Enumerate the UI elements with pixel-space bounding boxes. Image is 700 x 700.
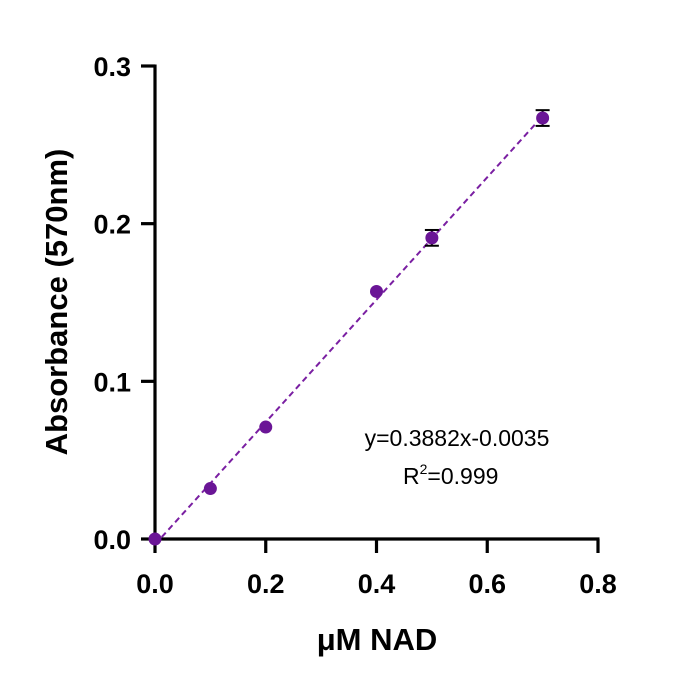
data-point bbox=[203, 482, 217, 496]
data-point bbox=[425, 231, 439, 245]
r-squared: R2=0.999 bbox=[403, 461, 498, 489]
y-tick-label: 0.2 bbox=[93, 210, 131, 240]
y-tick-label: 0.0 bbox=[93, 525, 131, 555]
x-tick-label: 0.4 bbox=[358, 569, 396, 599]
r-squared-base: R bbox=[403, 463, 420, 489]
data-point bbox=[148, 532, 162, 546]
fit-line bbox=[154, 115, 544, 546]
x-tick-label: 0.0 bbox=[136, 569, 174, 599]
tick-labels: 0.0 0.2 0.4 0.6 0.8 0.0 0.1 0.2 0.3 bbox=[93, 52, 616, 599]
data-point bbox=[536, 111, 550, 125]
y-tick-label: 0.1 bbox=[93, 367, 131, 397]
data-point bbox=[259, 420, 273, 434]
x-tick-label: 0.2 bbox=[247, 569, 285, 599]
r-squared-superscript: 2 bbox=[420, 461, 428, 477]
y-tick-label: 0.3 bbox=[93, 52, 131, 82]
data-point bbox=[370, 284, 383, 298]
x-axis-title: μM NAD bbox=[317, 622, 438, 657]
r-squared-value: =0.999 bbox=[427, 463, 498, 489]
x-tick-label: 0.8 bbox=[579, 569, 617, 599]
axes bbox=[141, 64, 600, 553]
y-axis-title: Absorbance (570nm) bbox=[39, 149, 74, 456]
x-tick-label: 0.6 bbox=[468, 569, 506, 599]
data-points-layer bbox=[148, 111, 550, 546]
fit-line-layer bbox=[154, 115, 544, 546]
fit-equation: y=0.3882x-0.0035 bbox=[365, 425, 550, 451]
